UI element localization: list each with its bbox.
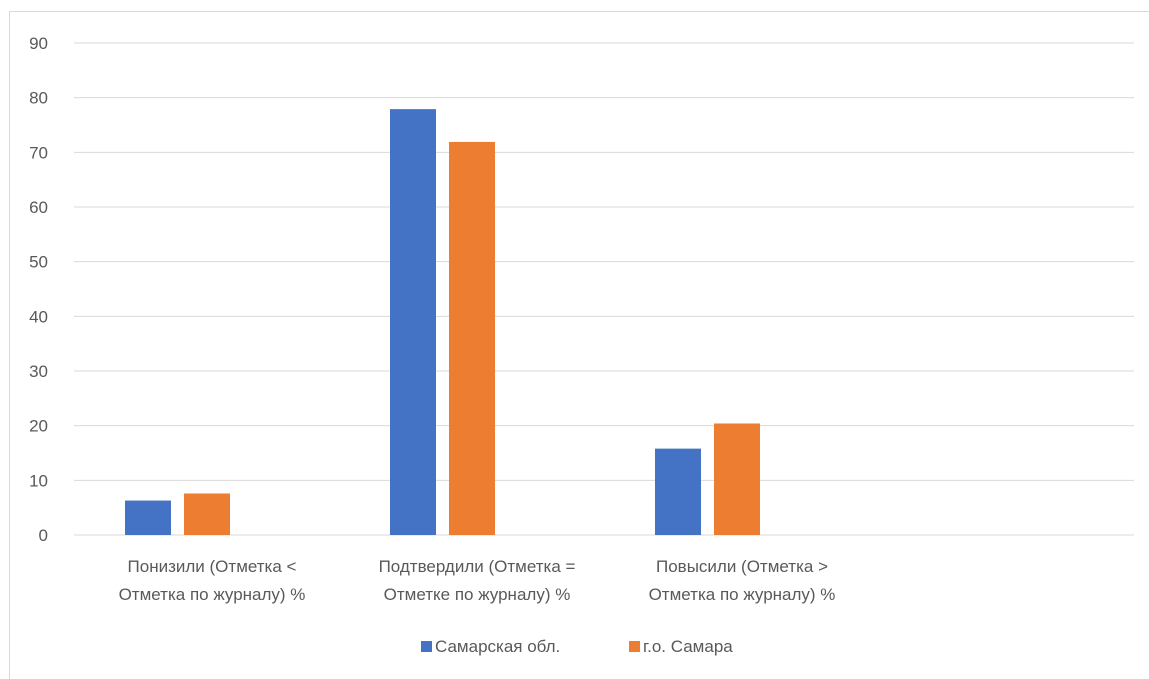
legend: Самарская обл. г.о. Самара — [421, 637, 733, 656]
x-category-label: Отметке по журналу) % — [384, 585, 571, 604]
legend-swatch — [421, 641, 432, 652]
x-category-label: Понизили (Отметка < — [128, 557, 297, 576]
x-category-label: Отметка по журналу) % — [119, 585, 306, 604]
bar-samara-region-2 — [655, 448, 701, 535]
y-tick-label: 0 — [39, 526, 48, 545]
x-category-label: Повысили (Отметка > — [656, 557, 828, 576]
bar-samara-city-1 — [449, 141, 495, 536]
y-tick-label: 80 — [29, 89, 48, 108]
y-tick-label: 40 — [29, 307, 48, 326]
bar-samara-region-0 — [125, 500, 171, 535]
gridlines — [74, 42, 1134, 536]
legend-label: Самарская обл. — [435, 637, 560, 656]
bar-samara-city-0 — [184, 493, 230, 535]
legend-label: г.о. Самара — [643, 637, 733, 656]
y-axis-tick-labels: 0 10 20 30 40 50 60 70 80 90 — [29, 34, 48, 545]
chart-frame — [9, 11, 1149, 679]
y-tick-label: 30 — [29, 362, 48, 381]
y-tick-label: 10 — [29, 471, 48, 490]
x-category-label: Подтвердили (Отметка = — [379, 557, 576, 576]
bar-samara-region-1 — [390, 109, 436, 535]
y-tick-label: 60 — [29, 198, 48, 217]
y-tick-label: 20 — [29, 417, 48, 436]
x-axis-category-labels: Понизили (Отметка < Отметка по журналу) %… — [119, 557, 836, 604]
bars — [125, 109, 760, 536]
y-tick-label: 90 — [29, 34, 48, 53]
y-tick-label: 50 — [29, 253, 48, 272]
x-category-label: Отметка по журналу) % — [649, 585, 836, 604]
y-tick-label: 70 — [29, 143, 48, 162]
bar-samara-city-2 — [714, 423, 760, 535]
legend-swatch — [629, 641, 640, 652]
